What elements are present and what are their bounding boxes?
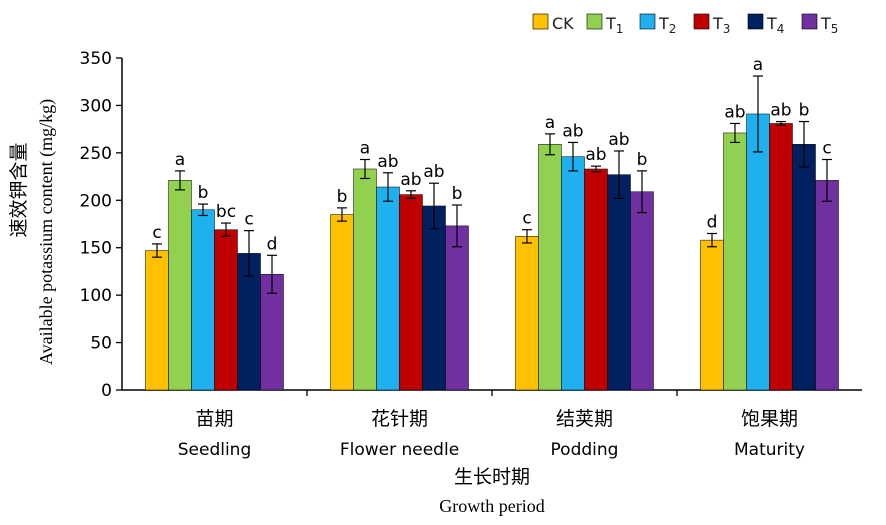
- x-tick-label-en: Flower needle: [340, 440, 459, 460]
- legend-label-name: T: [820, 14, 831, 33]
- x-axis-title-en: Growth period: [439, 496, 544, 516]
- legend-label-name: T: [766, 14, 777, 33]
- legend-label-name: T: [712, 14, 723, 33]
- significance-letter: ab: [423, 162, 444, 182]
- bar: [561, 156, 585, 391]
- significance-letter: b: [452, 184, 463, 204]
- legend-swatch: [532, 13, 549, 30]
- bar: [792, 144, 816, 391]
- legend-label-subscript: 5: [831, 22, 839, 36]
- significance-letter: d: [707, 212, 718, 232]
- x-tick-label-cn: 苗期: [195, 408, 233, 430]
- legend-swatch: [801, 13, 818, 30]
- bar: [191, 209, 215, 391]
- legend-label-name: CK: [552, 14, 574, 33]
- x-tick-label-en: Podding: [551, 440, 619, 460]
- bar: [330, 214, 354, 391]
- significance-letter: a: [545, 113, 555, 133]
- significance-letter: c: [152, 223, 161, 243]
- legend-label: T3: [712, 14, 730, 36]
- y-tick-label: 350: [80, 49, 112, 69]
- bar: [815, 180, 839, 391]
- significance-letter: ab: [562, 121, 583, 141]
- legend-label-name: T: [605, 14, 616, 33]
- legend-swatch: [693, 13, 710, 30]
- significance-letter: ab: [724, 102, 745, 122]
- significance-letter: ab: [585, 145, 606, 165]
- significance-letter: c: [822, 138, 831, 158]
- bar: [376, 186, 400, 391]
- bar: [353, 168, 377, 391]
- y-tick-label: 300: [80, 96, 112, 116]
- significance-letter: b: [198, 183, 209, 203]
- legend-label-subscript: 2: [669, 22, 677, 36]
- significance-letter: a: [360, 138, 370, 158]
- x-tick-label-cn: 饱果期: [741, 408, 798, 430]
- y-tick-label: 50: [90, 334, 112, 354]
- y-axis-title-cn-group: 速效钾含量: [8, 142, 30, 237]
- bar: [214, 229, 238, 391]
- legend-swatch: [586, 13, 603, 30]
- x-axis-title-cn: 生长时期: [454, 466, 530, 488]
- legend-swatch: [747, 13, 764, 30]
- bar: [515, 236, 539, 391]
- y-tick-label: 0: [101, 381, 112, 401]
- significance-letter: a: [753, 55, 763, 75]
- significance-letter: ab: [400, 170, 421, 190]
- legend-label-name: T: [658, 14, 669, 33]
- legend-swatch: [639, 13, 656, 30]
- legend-label: CK: [552, 14, 574, 33]
- bar: [700, 239, 724, 391]
- y-tick-label: 100: [80, 286, 112, 306]
- x-tick-label-cn: 花针期: [371, 408, 428, 430]
- significance-letter: c: [244, 210, 253, 230]
- significance-letter: d: [267, 234, 278, 254]
- significance-letter: a: [175, 150, 185, 170]
- legend-label: T1: [605, 14, 623, 36]
- significance-letter: b: [637, 150, 648, 170]
- x-tick-label-cn: 结荚期: [556, 408, 613, 430]
- significance-letter: b: [337, 187, 348, 207]
- bar: [145, 250, 169, 391]
- y-tick-label: 250: [80, 144, 112, 164]
- significance-letter: ab: [770, 101, 791, 121]
- x-tick-label-en: Maturity: [734, 440, 805, 460]
- y-tick-label: 200: [80, 191, 112, 211]
- bar: [538, 144, 562, 391]
- y-axis-title-cn: 速效钾含量: [8, 142, 30, 237]
- bar: [630, 191, 654, 391]
- legend-label-subscript: 3: [723, 22, 731, 36]
- significance-letter: c: [522, 209, 531, 229]
- bar: [399, 194, 423, 391]
- bar: [746, 113, 770, 391]
- legend-label-subscript: 4: [777, 22, 785, 36]
- bar: [445, 225, 469, 391]
- bar: [584, 168, 608, 391]
- bar: [723, 132, 747, 391]
- y-axis-title-en: Available potassium content (mg/kg): [36, 99, 57, 365]
- bar: [769, 123, 793, 391]
- bar: [168, 180, 192, 391]
- bar: [607, 174, 631, 391]
- y-tick-label: 150: [80, 239, 112, 259]
- legend-label: T5: [820, 14, 838, 36]
- y-axis-title-en-group: Available potassium content (mg/kg): [36, 99, 57, 365]
- x-tick-label-en: Seedling: [178, 440, 252, 460]
- significance-letter: ab: [608, 130, 629, 150]
- significance-letter: ab: [377, 152, 398, 172]
- legend-label-subscript: 1: [616, 22, 624, 36]
- significance-letter: b: [799, 101, 810, 121]
- legend-label: T4: [766, 14, 784, 36]
- legend-label: T2: [658, 14, 676, 36]
- bar: [422, 205, 446, 391]
- significance-letter: bc: [216, 202, 236, 222]
